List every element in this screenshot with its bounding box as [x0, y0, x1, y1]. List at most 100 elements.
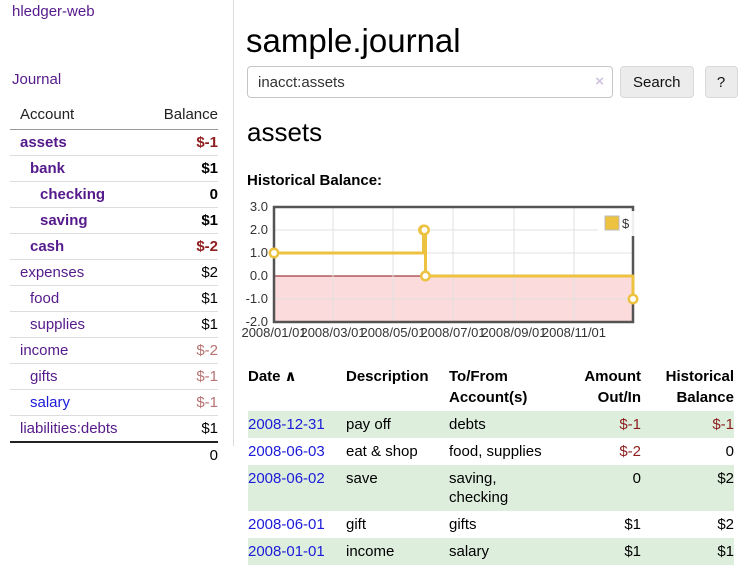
transaction-description: gift: [346, 516, 367, 533]
account-balance: $-2: [148, 337, 218, 364]
header-date[interactable]: Date ∧: [248, 361, 346, 411]
account-row-bank: bank $1: [10, 155, 218, 182]
transaction-description: income: [346, 538, 449, 565]
transaction-amount: $-2: [619, 443, 641, 460]
page-title: sample.journal: [246, 22, 461, 60]
accounts-header-row: Account Balance: [10, 103, 218, 130]
transaction-balance: $2: [717, 516, 734, 533]
historical-balance-chart: 2008/01/012008/03/012008/05/012008/07/01…: [241, 199, 639, 340]
svg-text:2008/05/01: 2008/05/01: [360, 325, 425, 340]
account-row-checking: checking 0: [10, 181, 218, 208]
header-amount: Amount Out/In: [553, 361, 641, 411]
account-balance: $-1: [148, 389, 218, 416]
transaction-balance: $2: [641, 465, 734, 511]
search-button[interactable]: Search: [620, 66, 694, 98]
transaction-description: save: [346, 465, 449, 511]
transaction-date-link[interactable]: 2008-12-31: [248, 416, 325, 433]
account-link-liabilities-debts[interactable]: liabilities:debts: [20, 420, 118, 437]
clear-search-icon[interactable]: ×: [595, 73, 604, 90]
account-link-checking[interactable]: checking: [40, 186, 106, 203]
account-row-gifts: gifts $-1: [10, 363, 218, 390]
account-link-salary[interactable]: salary: [30, 394, 71, 411]
transaction-date-link[interactable]: 2008-06-03: [248, 443, 325, 460]
transaction-balance: $-1: [641, 411, 734, 438]
svg-text:2008/09/01: 2008/09/01: [481, 325, 546, 340]
account-row-supplies: supplies $1: [10, 311, 218, 338]
sort-asc-icon: ∧: [284, 368, 297, 385]
total-spacer: [10, 441, 149, 468]
account-balance: 0: [148, 181, 218, 208]
transaction-balance: 0: [725, 443, 734, 460]
brand-link[interactable]: hledger-web: [12, 3, 95, 20]
historical-balance-label: Historical Balance:: [247, 172, 383, 189]
transaction-row: 2008-12-31 pay off debts $-1 $-1: [248, 411, 734, 438]
account-balance: $1: [148, 285, 218, 312]
account-heading: assets: [247, 117, 323, 147]
header-historical: Historical Balance: [641, 361, 734, 411]
account-link-gifts[interactable]: gifts: [30, 368, 58, 385]
account-link-food[interactable]: food: [30, 290, 60, 307]
transaction-row: 2008-06-01 gift gifts $1 $2: [248, 511, 734, 538]
account-balance: $1: [148, 415, 218, 442]
transaction-row: 2008-06-03 eat & shop food, supplies $-2…: [248, 438, 734, 465]
transaction-accounts: food, supplies: [449, 443, 542, 460]
help-button[interactable]: ?: [704, 66, 738, 98]
account-row-saving: saving $1: [10, 207, 218, 234]
svg-text:2008/01/01: 2008/01/01: [241, 325, 306, 340]
sidebar: hledger-web Journal Account Balance asse…: [0, 0, 234, 468]
account-link-assets[interactable]: assets: [20, 134, 67, 151]
transaction-description: eat & shop: [346, 443, 418, 460]
header-historical-line1: Historical: [665, 368, 734, 385]
account-link-saving[interactable]: saving: [40, 212, 88, 229]
account-row-expenses: expenses $2: [10, 259, 218, 286]
account-balance: $-1: [148, 363, 218, 390]
header-historical-line2: Balance: [676, 389, 734, 406]
accounts-total-row: 0: [10, 441, 218, 468]
account-link-supplies[interactable]: supplies: [30, 316, 86, 333]
account-row-food: food $1: [10, 285, 218, 312]
transaction-date-link[interactable]: 2008-01-01: [248, 543, 325, 560]
account-balance: $-2: [148, 233, 218, 260]
account-balance: $2: [148, 259, 218, 286]
accounts-header-account: Account: [10, 103, 149, 130]
account-row-liabilities-debts: liabilities:debts $1: [10, 415, 218, 442]
account-row-salary: salary $-1: [10, 389, 218, 416]
transactions-header-row: Date ∧ Description To/From Account(s) Amo…: [248, 361, 734, 411]
sidebar-item-journal[interactable]: Journal: [12, 71, 62, 88]
svg-text:0.0: 0.0: [250, 268, 268, 283]
transaction-date-link[interactable]: 2008-06-01: [248, 516, 325, 533]
account-row-income: income $-2: [10, 337, 218, 364]
svg-text:2.0: 2.0: [250, 222, 268, 237]
accounts-header-balance: Balance: [148, 103, 218, 130]
accounts-total-value: 0: [148, 441, 218, 468]
transaction-accounts: saving, checking: [449, 465, 553, 511]
header-tofrom: To/From Account(s): [449, 361, 553, 411]
transaction-accounts: gifts: [449, 516, 477, 533]
header-amount-line1: Amount: [584, 368, 641, 385]
account-link-income[interactable]: income: [20, 342, 69, 359]
svg-text:2008/07/01: 2008/07/01: [420, 325, 485, 340]
transaction-balance: $1: [641, 538, 734, 565]
svg-text:-1.0: -1.0: [246, 291, 268, 306]
transaction-accounts: salary: [449, 538, 553, 565]
header-tofrom-line2: Account(s): [449, 389, 528, 406]
account-balance: $1: [148, 155, 218, 182]
transaction-row: 2008-01-01 income salary $1 $1: [248, 538, 734, 565]
svg-text:2008/03/01: 2008/03/01: [300, 325, 365, 340]
account-link-cash[interactable]: cash: [30, 238, 65, 255]
header-description: Description: [346, 368, 429, 385]
transaction-amount: $1: [553, 538, 641, 565]
account-balance: $1: [148, 207, 218, 234]
search-input[interactable]: [247, 66, 613, 98]
header-tofrom-line1: To/From: [449, 368, 508, 385]
account-link-bank[interactable]: bank: [30, 160, 66, 177]
transactions-table: Date ∧ Description To/From Account(s) Amo…: [248, 361, 734, 565]
svg-text:2008/11/01: 2008/11/01: [542, 325, 606, 340]
transaction-amount: $-1: [553, 411, 641, 438]
transaction-accounts: debts: [449, 411, 553, 438]
transaction-amount: $1: [624, 516, 641, 533]
account-link-expenses[interactable]: expenses: [20, 264, 85, 281]
svg-text:-2.0: -2.0: [246, 314, 268, 329]
transaction-date-link[interactable]: 2008-06-02: [248, 470, 325, 487]
header-date-label: Date: [248, 368, 281, 385]
